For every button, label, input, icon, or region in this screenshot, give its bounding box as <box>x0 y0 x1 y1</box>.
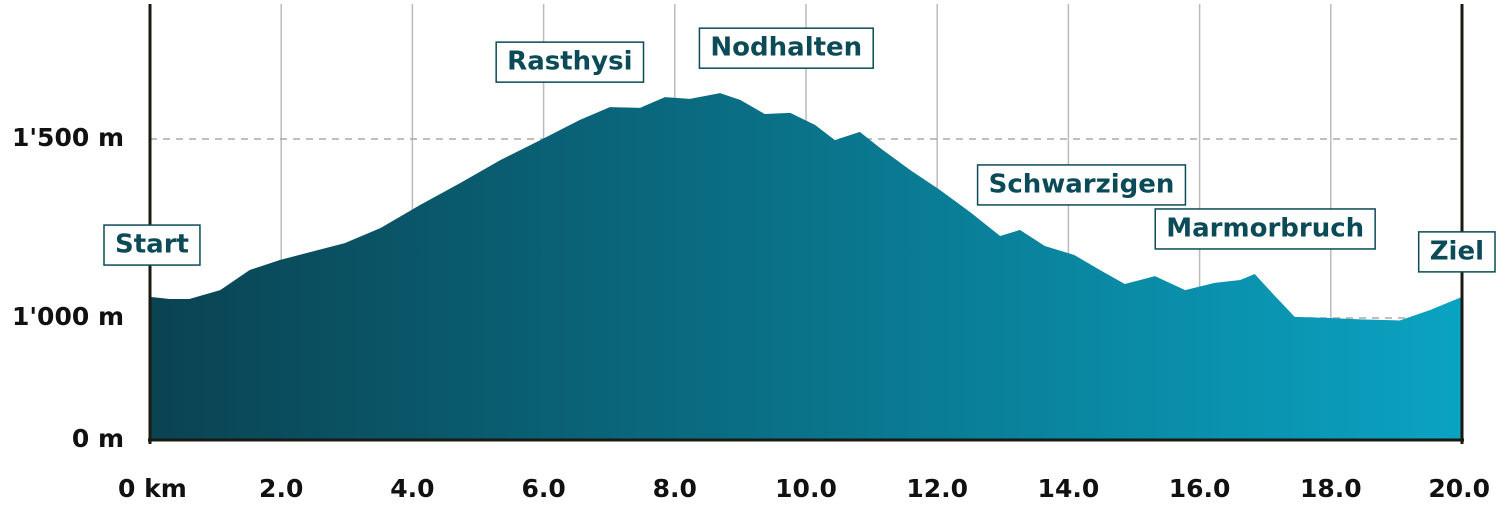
annotation-box <box>103 224 201 266</box>
x-tick-label: 18.0 <box>1300 474 1362 503</box>
x-tick-label: 0 km <box>118 474 187 503</box>
y-tick-label: 0 m <box>72 424 124 453</box>
y-tick-label: 1'000 m <box>12 302 124 331</box>
annotation-label: Rasthysi <box>507 47 632 77</box>
annotation-box <box>1417 231 1496 273</box>
x-tick-label: 14.0 <box>1038 474 1100 503</box>
x-tick-label: 4.0 <box>390 474 434 503</box>
x-tick-label: 16.0 <box>1169 474 1231 503</box>
x-tick-label: 10.0 <box>775 474 837 503</box>
x-tick-label: 6.0 <box>521 474 565 503</box>
y-tick-label: 1'500 m <box>12 123 124 152</box>
annotation-box <box>1154 208 1376 250</box>
x-tick-label: 20.0 <box>1428 474 1490 503</box>
x-tick-label: 2.0 <box>259 474 303 503</box>
annotation-label: Schwarzigen <box>989 169 1175 199</box>
x-tick-label: 12.0 <box>906 474 968 503</box>
annotation-box <box>495 41 645 83</box>
annotation-label: Start <box>115 230 189 260</box>
annotation-box <box>976 164 1187 206</box>
annotation-box <box>698 27 874 69</box>
annotation-label: Ziel <box>1430 236 1484 266</box>
elevation-area <box>150 93 1462 441</box>
annotation-label: Marmorbruch <box>1166 213 1364 243</box>
annotation-label: Nodhalten <box>710 33 862 63</box>
x-tick-label: 8.0 <box>653 474 697 503</box>
